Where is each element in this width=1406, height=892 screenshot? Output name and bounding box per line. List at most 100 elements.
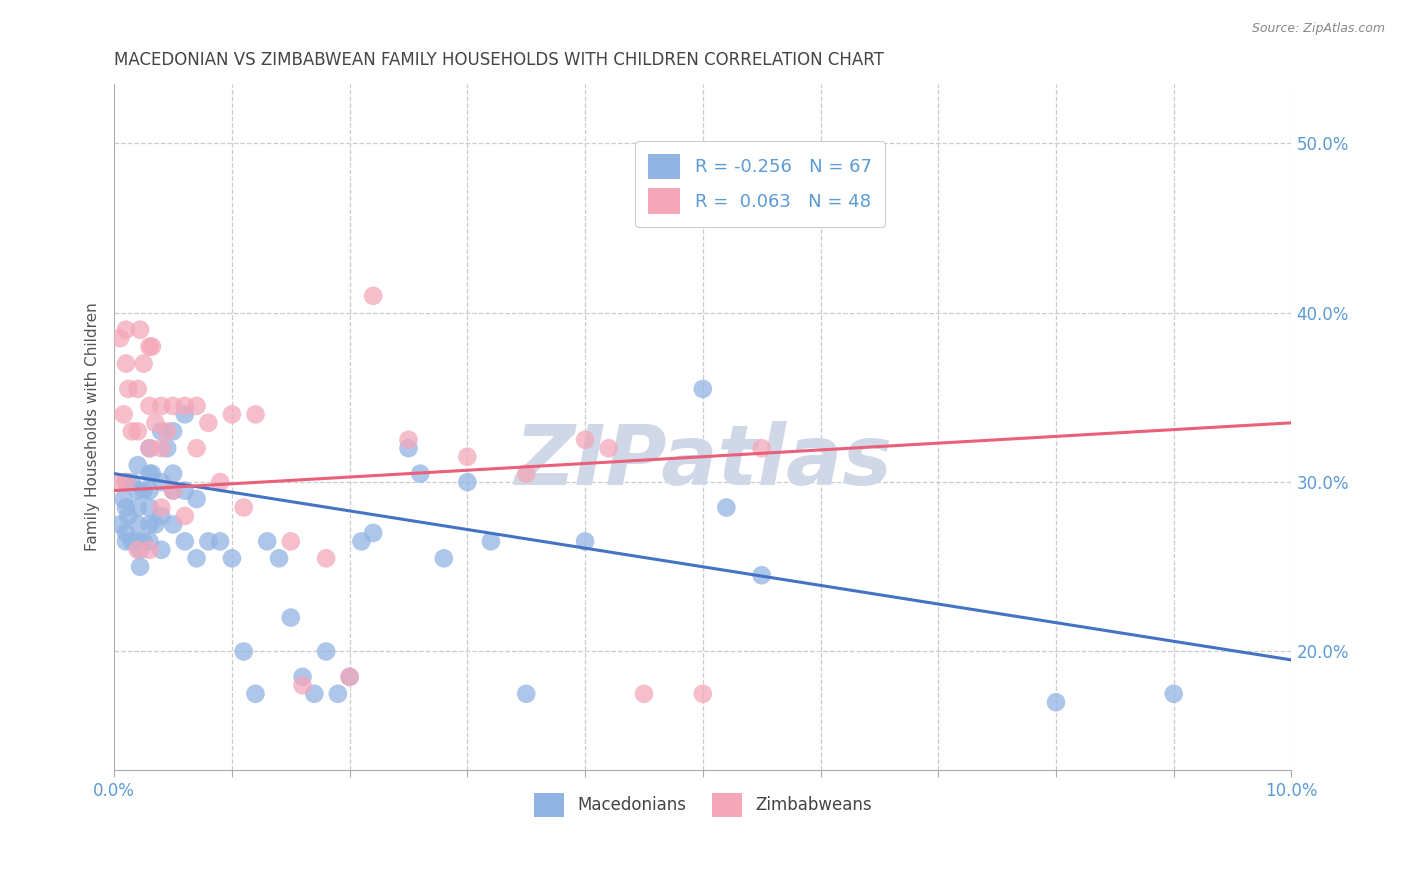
- Point: [209, 534, 232, 549]
- Point: [127, 425, 149, 439]
- Point: [1163, 687, 1185, 701]
- Y-axis label: Family Households with Children: Family Households with Children: [86, 302, 100, 551]
- Point: [141, 340, 163, 354]
- Point: [141, 467, 163, 481]
- Point: [810, 204, 832, 219]
- Point: [112, 491, 135, 506]
- Point: [173, 408, 195, 422]
- Point: [186, 442, 208, 456]
- Point: [515, 467, 537, 481]
- Point: [162, 399, 184, 413]
- Point: [280, 534, 302, 549]
- Point: [433, 551, 456, 566]
- Point: [350, 534, 373, 549]
- Point: [127, 542, 149, 557]
- Point: [232, 500, 254, 515]
- Point: [138, 534, 160, 549]
- Point: [256, 534, 278, 549]
- Point: [280, 610, 302, 624]
- Point: [132, 534, 155, 549]
- Point: [112, 408, 135, 422]
- Text: Source: ZipAtlas.com: Source: ZipAtlas.com: [1251, 22, 1385, 36]
- Point: [127, 458, 149, 472]
- Point: [138, 399, 160, 413]
- Point: [574, 534, 596, 549]
- Point: [117, 508, 139, 523]
- Point: [361, 525, 384, 540]
- Point: [156, 425, 179, 439]
- Point: [598, 442, 620, 456]
- Point: [150, 442, 173, 456]
- Point: [150, 425, 173, 439]
- Point: [339, 670, 361, 684]
- Point: [245, 687, 267, 701]
- Point: [150, 399, 173, 413]
- Point: [209, 475, 232, 489]
- Point: [145, 517, 167, 532]
- Point: [115, 525, 138, 540]
- Point: [315, 551, 337, 566]
- Point: [121, 425, 143, 439]
- Point: [221, 408, 243, 422]
- Point: [138, 542, 160, 557]
- Point: [326, 687, 349, 701]
- Point: [291, 670, 314, 684]
- Point: [115, 357, 138, 371]
- Point: [162, 425, 184, 439]
- Point: [751, 568, 773, 582]
- Point: [456, 450, 478, 464]
- Point: [162, 483, 184, 498]
- Point: [107, 475, 129, 489]
- Point: [129, 323, 152, 337]
- Text: ZIPatlas: ZIPatlas: [513, 421, 891, 502]
- Point: [692, 687, 714, 701]
- Point: [129, 542, 152, 557]
- Point: [315, 644, 337, 658]
- Point: [173, 534, 195, 549]
- Point: [633, 687, 655, 701]
- Point: [127, 534, 149, 549]
- Point: [138, 442, 160, 456]
- Point: [115, 475, 138, 489]
- Point: [132, 357, 155, 371]
- Point: [127, 500, 149, 515]
- Point: [173, 399, 195, 413]
- Point: [186, 491, 208, 506]
- Point: [132, 483, 155, 498]
- Point: [138, 467, 160, 481]
- Point: [162, 517, 184, 532]
- Point: [150, 508, 173, 523]
- Point: [150, 542, 173, 557]
- Point: [574, 433, 596, 447]
- Point: [692, 382, 714, 396]
- Point: [339, 670, 361, 684]
- Point: [221, 551, 243, 566]
- Point: [186, 399, 208, 413]
- Point: [1045, 695, 1067, 709]
- Point: [162, 467, 184, 481]
- Point: [121, 475, 143, 489]
- Point: [398, 442, 420, 456]
- Point: [138, 517, 160, 532]
- Point: [115, 500, 138, 515]
- Point: [115, 323, 138, 337]
- Point: [117, 382, 139, 396]
- Point: [127, 517, 149, 532]
- Point: [150, 500, 173, 515]
- Point: [751, 442, 773, 456]
- Point: [150, 475, 173, 489]
- Point: [716, 500, 738, 515]
- Point: [138, 442, 160, 456]
- Point: [232, 644, 254, 658]
- Point: [162, 483, 184, 498]
- Point: [479, 534, 502, 549]
- Point: [245, 408, 267, 422]
- Point: [186, 551, 208, 566]
- Point: [156, 442, 179, 456]
- Point: [138, 340, 160, 354]
- Point: [361, 289, 384, 303]
- Point: [145, 416, 167, 430]
- Point: [197, 534, 219, 549]
- Point: [456, 475, 478, 489]
- Point: [121, 534, 143, 549]
